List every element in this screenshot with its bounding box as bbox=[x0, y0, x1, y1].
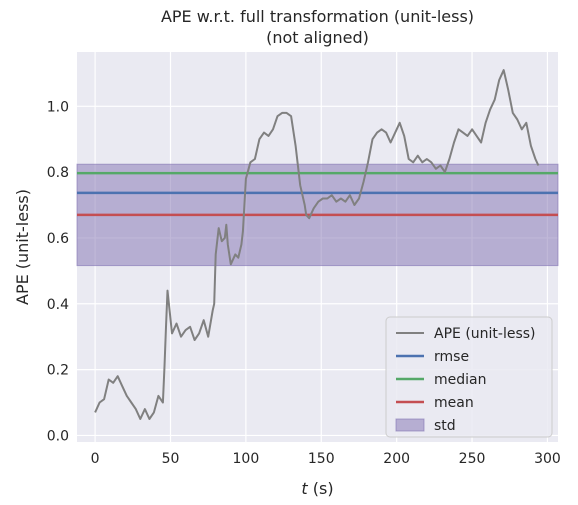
legend-label-median: median bbox=[434, 372, 486, 388]
legend-label-std: std bbox=[434, 418, 456, 434]
legend-box bbox=[385, 316, 553, 438]
x-tick-label: 0 bbox=[91, 451, 100, 467]
x-tick-label: 250 bbox=[459, 451, 486, 467]
y-tick-label: 0.6 bbox=[47, 231, 69, 247]
ape-series-line bbox=[94, 69, 540, 420]
legend-label-rmse: rmse bbox=[434, 349, 469, 365]
x-tick-label: 50 bbox=[162, 451, 180, 467]
y-tick-label: 0.2 bbox=[47, 363, 69, 379]
y-tick-label: 1.0 bbox=[47, 99, 69, 115]
legend-label-mean: mean bbox=[434, 395, 474, 411]
y-tick-label: 0.8 bbox=[47, 165, 69, 181]
x-tick-label: 300 bbox=[534, 451, 561, 467]
x-axis-label-var: t bbox=[301, 479, 308, 498]
y-tick-label: 0.0 bbox=[47, 428, 69, 444]
y-tick-label: 0.4 bbox=[47, 297, 69, 313]
x-tick-label: 100 bbox=[233, 451, 260, 467]
legend: APE (unit-less) rmse median mean std bbox=[385, 316, 553, 438]
chart-subtitle: (not aligned) bbox=[266, 28, 369, 47]
chart-title: APE w.r.t. full transformation (unit-les… bbox=[161, 7, 474, 26]
legend-swatch-std bbox=[395, 418, 425, 432]
x-ticks: 0 50 100 150 200 250 300 bbox=[91, 451, 561, 467]
x-axis-label-unit: (s) bbox=[308, 479, 334, 498]
x-tick-label: 200 bbox=[383, 451, 410, 467]
y-axis-label: APE (unit-less) bbox=[13, 189, 32, 305]
legend-label-ape: APE (unit-less) bbox=[434, 326, 536, 342]
x-axis-label: t (s) bbox=[301, 479, 333, 498]
y-ticks: 0.0 0.2 0.4 0.6 0.8 1.0 bbox=[47, 99, 69, 444]
x-tick-label: 150 bbox=[308, 451, 335, 467]
